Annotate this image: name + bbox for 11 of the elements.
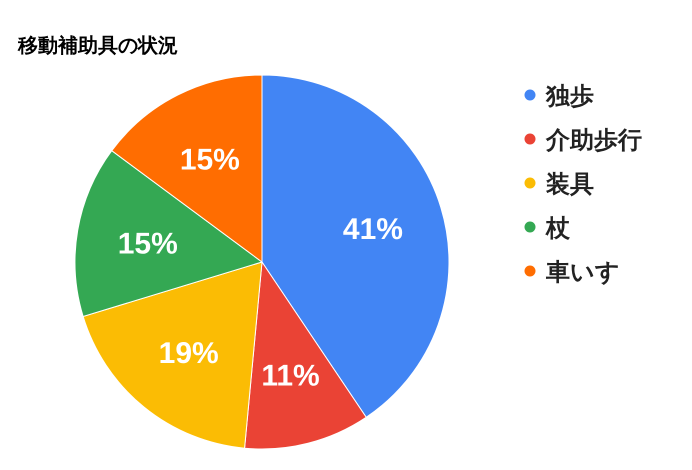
data-label: 41%	[342, 213, 403, 246]
legend-label: 杖	[545, 215, 571, 242]
chart-title: 移動補助具の状況	[17, 34, 178, 57]
legend-label: 介助歩行	[545, 127, 642, 154]
legend-label: 車いす	[545, 259, 620, 286]
data-label: 15%	[180, 143, 240, 176]
legend-label: 独歩	[545, 83, 594, 110]
data-label: 19%	[158, 336, 219, 370]
data-label: 15%	[118, 227, 178, 260]
data-label: 11%	[261, 359, 320, 392]
legend-label: 装具	[545, 171, 594, 198]
